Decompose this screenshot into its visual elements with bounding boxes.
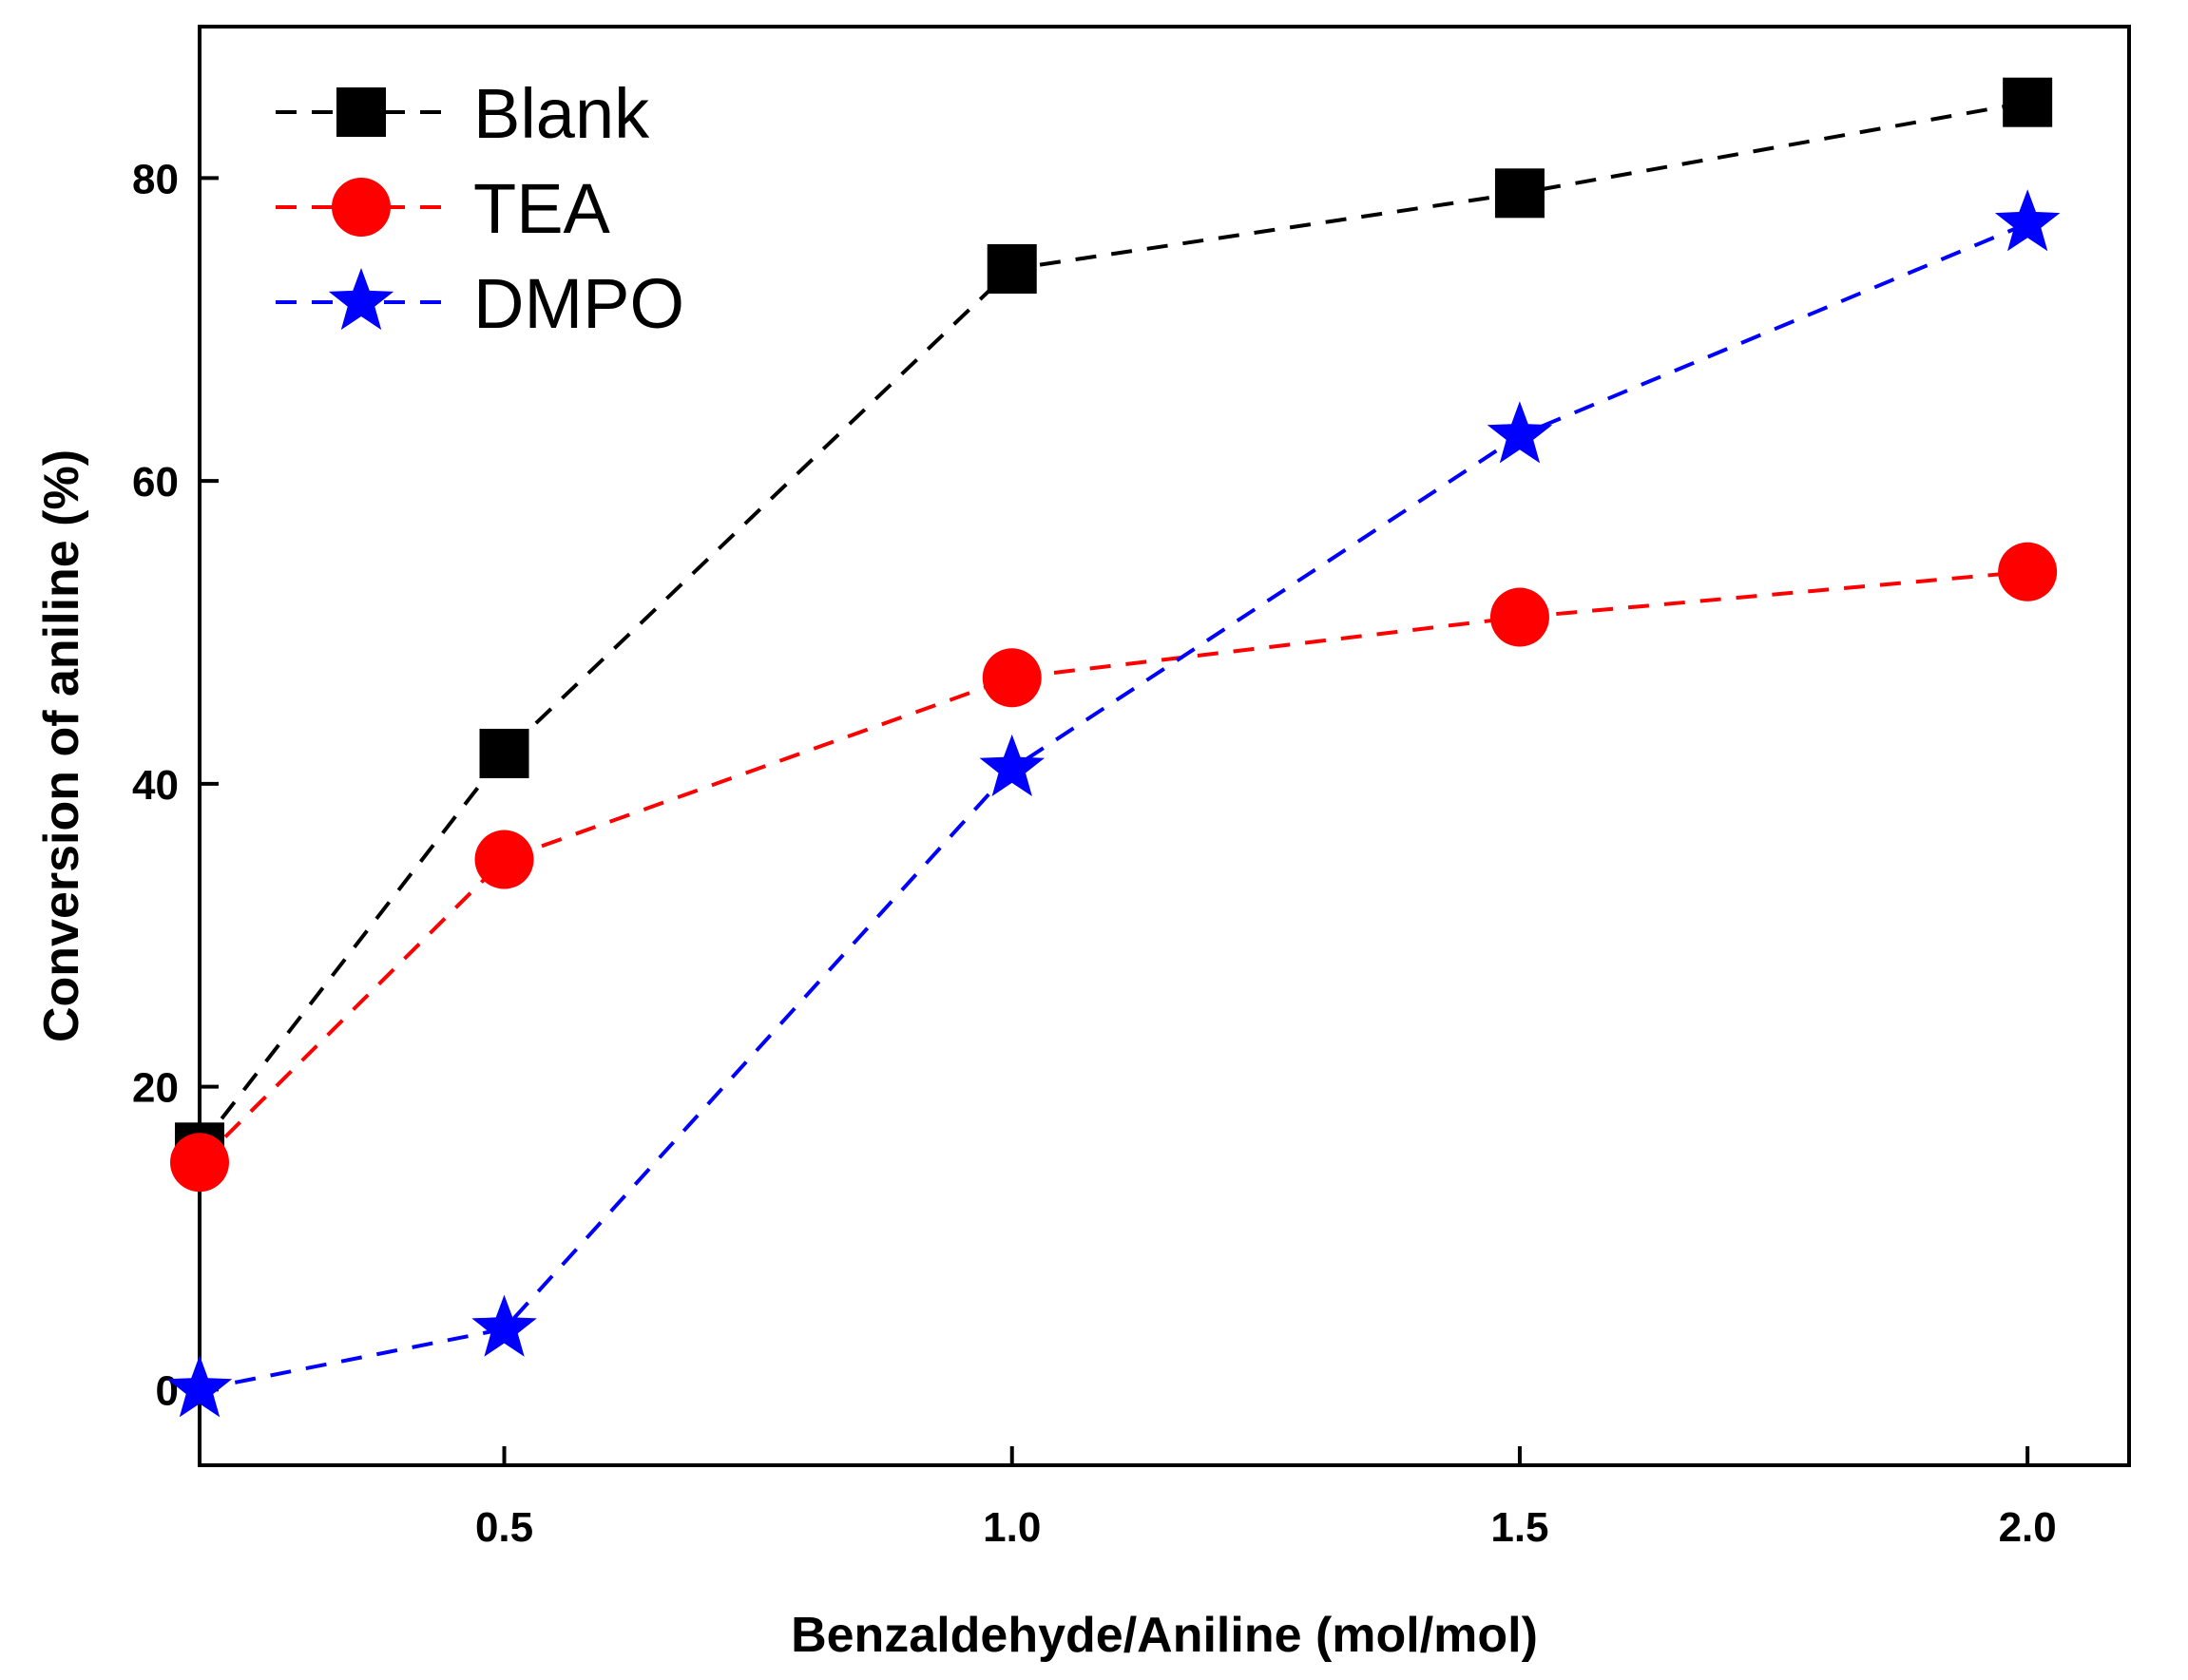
x-tick-label: 1.0 xyxy=(983,1504,1041,1551)
y-axis-title: Conversion of aniline (%) xyxy=(34,449,89,1042)
data-point-blank xyxy=(2003,77,2053,127)
data-point-dmpo xyxy=(1487,401,1553,464)
data-point-tea xyxy=(1998,542,2058,601)
y-axis: 0 20 40 60 80 xyxy=(132,156,219,1414)
data-point-dmpo xyxy=(166,1355,233,1418)
legend-label-dmpo: DMPO xyxy=(473,264,684,343)
y-tick-label: 60 xyxy=(132,459,179,506)
y-tick-label: 0 xyxy=(156,1367,179,1414)
legend: Blank TEA DMPO xyxy=(276,74,684,343)
data-point-dmpo xyxy=(471,1294,537,1357)
plot-frame xyxy=(198,25,2131,1467)
y-tick-label: 80 xyxy=(132,156,179,202)
legend-label-blank: Blank xyxy=(473,74,650,153)
x-axis-title: Benzaldehyde/Aniline (mol/mol) xyxy=(791,1608,1538,1663)
data-point-blank xyxy=(479,728,529,778)
data-point-blank xyxy=(1494,168,1545,219)
series-layer xyxy=(166,77,2061,1418)
legend-label-tea: TEA xyxy=(473,169,611,248)
data-point-tea xyxy=(474,830,534,889)
data-point-blank xyxy=(987,243,1037,294)
y-tick-label: 20 xyxy=(132,1065,179,1112)
series-tea xyxy=(170,542,2058,1193)
y-tick-label: 40 xyxy=(132,762,179,809)
legend-item-tea: TEA xyxy=(276,169,611,248)
legend-marker-dmpo xyxy=(328,268,394,331)
data-point-dmpo xyxy=(979,734,1045,796)
x-tick-label: 0.5 xyxy=(475,1504,533,1551)
x-tick-label: 2.0 xyxy=(1999,1504,2057,1551)
plot-border xyxy=(198,25,2131,1467)
data-point-tea xyxy=(982,648,1042,708)
legend-item-dmpo: DMPO xyxy=(276,264,684,343)
series-dmpo xyxy=(166,189,2061,1418)
legend-marker-blank xyxy=(336,87,386,137)
legend-marker-tea xyxy=(332,178,391,237)
x-axis: 0.5 1.0 1.5 2.0 xyxy=(475,1446,2057,1551)
legend-item-blank: Blank xyxy=(276,74,650,153)
data-point-dmpo xyxy=(1994,189,2061,252)
data-point-tea xyxy=(1489,587,1549,647)
x-tick-label: 1.5 xyxy=(1490,1504,1548,1551)
data-point-tea xyxy=(170,1133,229,1193)
